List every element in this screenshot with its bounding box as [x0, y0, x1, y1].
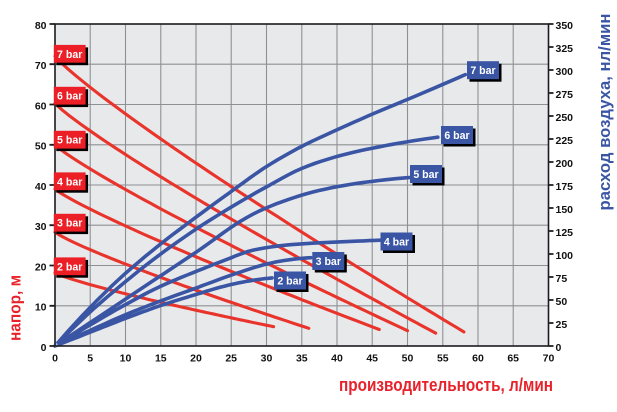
svg-text:напор, м: напор, м: [6, 275, 25, 341]
svg-text:35: 35: [296, 352, 308, 364]
svg-text:4 bar: 4 bar: [57, 176, 83, 188]
svg-text:30: 30: [261, 352, 273, 364]
svg-text:200: 200: [556, 158, 574, 170]
svg-text:30: 30: [35, 221, 47, 233]
svg-text:5 bar: 5 bar: [57, 135, 83, 147]
svg-text:3 bar: 3 bar: [57, 218, 83, 230]
svg-text:расход воздуха, нл/мин: расход воздуха, нл/мин: [596, 14, 614, 211]
svg-text:5 bar: 5 bar: [413, 169, 439, 181]
svg-text:350: 350: [556, 20, 574, 32]
svg-text:50: 50: [35, 141, 47, 153]
svg-text:6 bar: 6 bar: [57, 91, 83, 103]
svg-text:10: 10: [35, 302, 47, 314]
svg-text:2 bar: 2 bar: [277, 276, 303, 288]
svg-text:60: 60: [35, 100, 47, 112]
svg-text:80: 80: [35, 20, 47, 32]
svg-text:3 bar: 3 bar: [316, 256, 342, 268]
svg-text:15: 15: [155, 352, 167, 364]
svg-text:325: 325: [556, 43, 574, 55]
svg-text:55: 55: [437, 352, 449, 364]
svg-text:275: 275: [556, 89, 574, 101]
svg-text:0: 0: [52, 352, 58, 364]
svg-text:4 bar: 4 bar: [384, 237, 410, 249]
svg-text:2 bar: 2 bar: [57, 261, 83, 273]
svg-text:100: 100: [556, 250, 574, 262]
svg-text:250: 250: [556, 112, 574, 124]
svg-text:0: 0: [556, 342, 562, 354]
svg-text:50: 50: [402, 352, 414, 364]
svg-text:5: 5: [87, 352, 93, 364]
svg-text:175: 175: [556, 181, 574, 193]
svg-text:45: 45: [366, 352, 378, 364]
svg-text:25: 25: [225, 352, 237, 364]
svg-text:40: 40: [331, 352, 343, 364]
svg-text:225: 225: [556, 135, 574, 147]
svg-text:7 bar: 7 bar: [57, 49, 83, 61]
svg-text:50: 50: [556, 296, 568, 308]
svg-text:65: 65: [507, 352, 519, 364]
svg-text:60: 60: [472, 352, 484, 364]
svg-text:0: 0: [41, 342, 47, 354]
svg-text:75: 75: [556, 273, 568, 285]
svg-text:20: 20: [190, 352, 202, 364]
svg-text:150: 150: [556, 204, 574, 216]
svg-text:20: 20: [35, 261, 47, 273]
svg-text:125: 125: [556, 227, 574, 239]
svg-text:70: 70: [35, 60, 47, 72]
svg-text:300: 300: [556, 66, 574, 78]
svg-text:6 bar: 6 bar: [444, 130, 470, 142]
svg-text:производительность, л/мин: производительность, л/мин: [339, 375, 553, 395]
svg-text:25: 25: [556, 319, 568, 331]
svg-text:70: 70: [543, 352, 555, 364]
svg-text:7 bar: 7 bar: [470, 65, 496, 77]
svg-text:10: 10: [120, 352, 132, 364]
svg-text:40: 40: [35, 181, 47, 193]
